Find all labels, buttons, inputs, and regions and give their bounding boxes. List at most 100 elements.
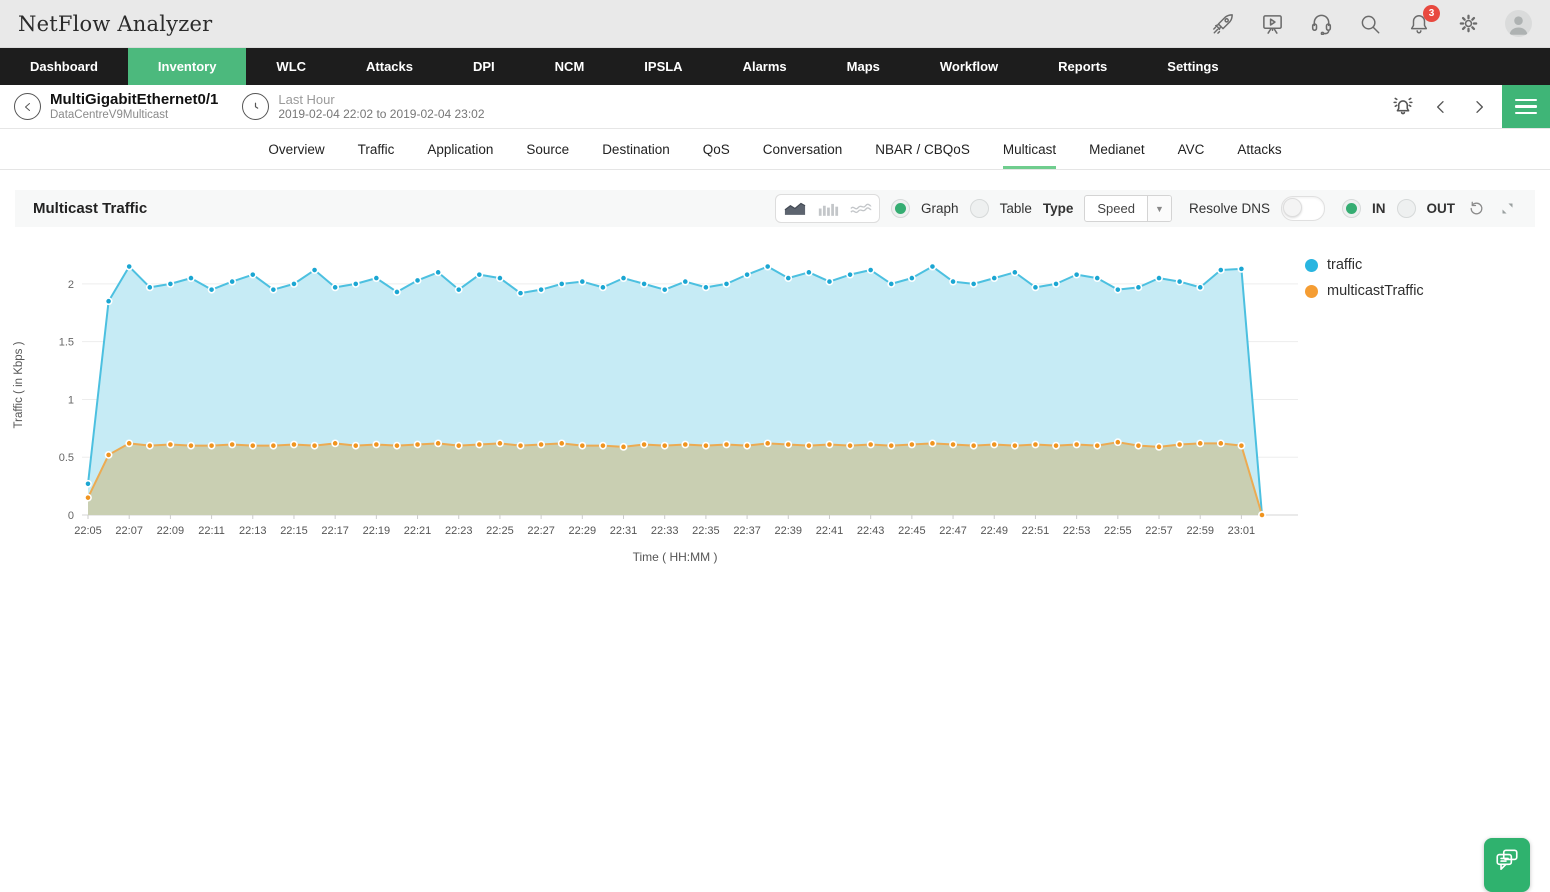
nav-item-workflow[interactable]: Workflow: [939, 59, 999, 74]
topbar-icons: 3: [1211, 4, 1532, 37]
svg-text:22:51: 22:51: [1022, 525, 1050, 537]
legend-dot: [1305, 258, 1318, 272]
time-period-block[interactable]: Last Hour 2019-02-04 22:02 to 2019-02-04…: [278, 92, 484, 122]
nav-item-ncm[interactable]: NCM: [554, 59, 585, 74]
svg-text:22:35: 22:35: [692, 525, 720, 537]
refresh-icon[interactable]: [1466, 199, 1486, 219]
time-period-label: Last Hour: [278, 91, 335, 107]
tab-multicast[interactable]: Multicast: [1002, 129, 1057, 169]
panel-header: Multicast Traffic Graph Table Type Speed…: [15, 190, 1535, 227]
legend-label: multicastTraffic: [1327, 283, 1424, 299]
nav-item-wlc[interactable]: WLC: [276, 59, 307, 74]
tab-source[interactable]: Source: [526, 141, 570, 157]
hamburger-icon: [1515, 95, 1537, 119]
nav-item-dpi[interactable]: DPI: [473, 59, 495, 74]
clock-icon[interactable]: [242, 93, 270, 120]
nav-item-maps[interactable]: Maps: [846, 59, 880, 74]
svg-text:Time ( HH:MM ): Time ( HH:MM ): [633, 550, 718, 564]
area-chart-button[interactable]: [778, 197, 811, 220]
notifications-bell-icon[interactable]: 3: [1407, 4, 1440, 36]
interface-title-block: MultiGigabitEthernet0/1 DataCentreV9Mult…: [50, 91, 218, 121]
type-select-value: Speed: [1097, 201, 1135, 216]
svg-text:22:41: 22:41: [816, 525, 844, 537]
out-radio[interactable]: [1396, 199, 1416, 218]
legend-label: traffic: [1327, 257, 1363, 273]
svg-text:2: 2: [68, 279, 74, 291]
search-icon[interactable]: [1358, 12, 1382, 36]
svg-text:22:07: 22:07: [115, 525, 143, 537]
settings-gear-icon[interactable]: [1456, 12, 1480, 36]
tab-application[interactable]: Application: [427, 141, 494, 157]
svg-text:0: 0: [68, 510, 74, 522]
bar-chart-button[interactable]: [811, 197, 844, 220]
nav-item-inventory[interactable]: Inventory: [127, 48, 247, 85]
chat-support-button[interactable]: [1484, 838, 1530, 892]
svg-text:22:27: 22:27: [527, 525, 555, 537]
avatar[interactable]: [1505, 10, 1532, 37]
svg-text:22:55: 22:55: [1104, 525, 1132, 537]
type-select[interactable]: Speed ▼: [1084, 195, 1172, 222]
legend-dot: [1305, 284, 1318, 298]
legend-item-traffic[interactable]: traffic: [1305, 257, 1424, 273]
table-radio[interactable]: [969, 199, 989, 218]
tab-qos[interactable]: QoS: [702, 141, 730, 157]
table-radio-label[interactable]: Table: [999, 201, 1032, 216]
nav-item-attacks[interactable]: Attacks: [366, 59, 413, 74]
svg-text:22:47: 22:47: [939, 525, 967, 537]
legend-item-multicastTraffic[interactable]: multicastTraffic: [1305, 283, 1424, 299]
rocket-icon[interactable]: [1211, 12, 1235, 36]
out-radio-label[interactable]: OUT: [1426, 201, 1456, 216]
alarm-bell-icon[interactable]: [1388, 92, 1418, 122]
tab-medianet[interactable]: Medianet: [1089, 141, 1145, 157]
nav-item-reports[interactable]: Reports: [1058, 59, 1108, 74]
multicast-traffic-chart[interactable]: 0 0.5 1 1.5 2 22:05 22:07 22:09 22:11 22:13 22:15 2…: [0, 239, 1305, 584]
chart-area: 0 0.5 1 1.5 2 22:05 22:07 22:09 22:11 22:13 22:15 2…: [0, 227, 1550, 584]
in-radio[interactable]: [1342, 199, 1361, 218]
svg-text:22:31: 22:31: [610, 525, 638, 537]
tab-traffic[interactable]: Traffic: [357, 141, 395, 157]
svg-text:22:23: 22:23: [445, 525, 473, 537]
svg-text:22:53: 22:53: [1063, 525, 1091, 537]
nav-item-alarms[interactable]: Alarms: [742, 59, 787, 74]
graph-radio[interactable]: [891, 199, 911, 218]
next-chevron-icon[interactable]: [1464, 92, 1494, 122]
svg-text:1: 1: [68, 394, 74, 406]
prev-chevron-icon[interactable]: [1426, 92, 1456, 122]
svg-text:22:59: 22:59: [1186, 525, 1214, 537]
support-headset-icon[interactable]: [1309, 12, 1333, 36]
chevron-down-icon: ▼: [1146, 196, 1171, 221]
notification-badge: 3: [1423, 4, 1440, 22]
svg-text:22:45: 22:45: [898, 525, 926, 537]
demo-video-icon[interactable]: [1260, 12, 1284, 36]
tab-conversation[interactable]: Conversation: [762, 141, 843, 157]
chart-controls: Graph Table Type Speed ▼ Resolve DNS IN …: [775, 194, 1517, 223]
svg-text:22:17: 22:17: [321, 525, 349, 537]
tab-overview[interactable]: Overview: [268, 141, 325, 157]
in-radio-label[interactable]: IN: [1372, 201, 1386, 216]
app-title: NetFlow Analyzer: [18, 11, 213, 36]
chat-bubbles-icon: [1496, 848, 1518, 870]
panel-title: Multicast Traffic: [33, 200, 148, 217]
line-chart-button[interactable]: [844, 197, 877, 220]
svg-text:22:39: 22:39: [775, 525, 803, 537]
svg-text:22:19: 22:19: [363, 525, 391, 537]
tab-attacks[interactable]: Attacks: [1237, 141, 1282, 157]
resolve-dns-toggle[interactable]: [1281, 196, 1325, 221]
svg-text:Traffic ( in Kbps ): Traffic ( in Kbps ): [13, 341, 25, 428]
interface-title: MultiGigabitEthernet0/1: [50, 91, 219, 109]
svg-text:22:25: 22:25: [486, 525, 514, 537]
nav-item-ipsla[interactable]: IPSLA: [644, 59, 683, 74]
tab-avc[interactable]: AVC: [1177, 141, 1205, 157]
nav-item-dashboard[interactable]: Dashboard: [30, 59, 98, 74]
back-button[interactable]: [14, 93, 41, 120]
graph-radio-label[interactable]: Graph: [921, 201, 959, 216]
svg-text:22:37: 22:37: [733, 525, 761, 537]
svg-text:22:21: 22:21: [404, 525, 432, 537]
svg-text:22:13: 22:13: [239, 525, 267, 537]
tab-destination[interactable]: Destination: [602, 141, 670, 157]
expand-icon[interactable]: [1497, 199, 1517, 219]
nav-item-settings[interactable]: Settings: [1167, 59, 1219, 74]
tab-nbar-cbqos[interactable]: NBAR / CBQoS: [875, 141, 970, 157]
menu-hamburger-button[interactable]: [1502, 85, 1550, 128]
type-label: Type: [1042, 201, 1074, 216]
